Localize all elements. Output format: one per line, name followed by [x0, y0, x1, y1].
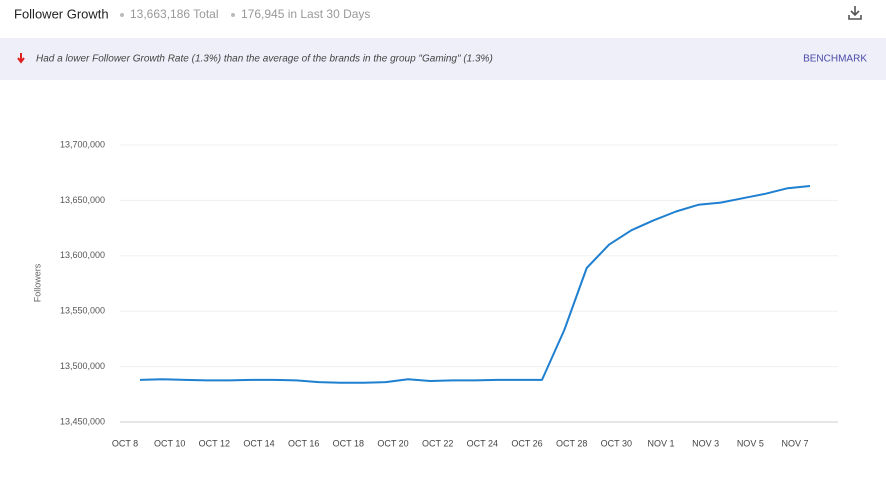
- y-tick-label: 13,650,000: [60, 195, 105, 205]
- y-tick-label: 13,700,000: [60, 139, 105, 149]
- y-axis-title: Followers: [32, 263, 42, 302]
- y-tick-label: 13,450,000: [60, 416, 105, 426]
- y-tick-label: 13,550,000: [60, 306, 105, 316]
- x-tick-label: OCT 16: [288, 438, 319, 448]
- title: Follower Growth: [14, 6, 109, 21]
- recent: 176,945 in Last 30 Days: [241, 7, 370, 21]
- x-tick-label: OCT 26: [511, 438, 542, 448]
- banner-text: Had a lower Follower Growth Rate (1.3%) …: [36, 54, 493, 65]
- benchmark-link[interactable]: BENCHMARK: [803, 54, 867, 65]
- x-tick-label: OCT 22: [422, 438, 453, 448]
- total: 13,663,186 Total: [130, 7, 219, 21]
- banner: [0, 38, 886, 80]
- y-tick-label: 13,600,000: [60, 250, 105, 260]
- x-tick-label: OCT 14: [243, 438, 274, 448]
- line-series: [139, 185, 811, 384]
- dot: [231, 13, 235, 17]
- x-tick-label: NOV 5: [737, 438, 764, 448]
- x-tick-label: OCT 24: [467, 438, 498, 448]
- dot: [120, 13, 124, 17]
- x-tick-label: OCT 18: [333, 438, 364, 448]
- x-tick-label: OCT 28: [556, 438, 587, 448]
- x-tick-label: NOV 7: [781, 438, 808, 448]
- x-tick-label: NOV 1: [647, 438, 674, 448]
- x-tick-label: NOV 3: [692, 438, 719, 448]
- y-tick-label: 13,500,000: [60, 361, 105, 371]
- download-icon[interactable]: [848, 6, 862, 20]
- x-tick-label: OCT 30: [601, 438, 632, 448]
- x-tick-label: OCT 20: [377, 438, 408, 448]
- x-tick-label: OCT 8: [112, 438, 138, 448]
- down-arrow: [17, 53, 25, 64]
- x-tick-label: OCT 12: [199, 438, 230, 448]
- x-tick-label: OCT 10: [154, 438, 185, 448]
